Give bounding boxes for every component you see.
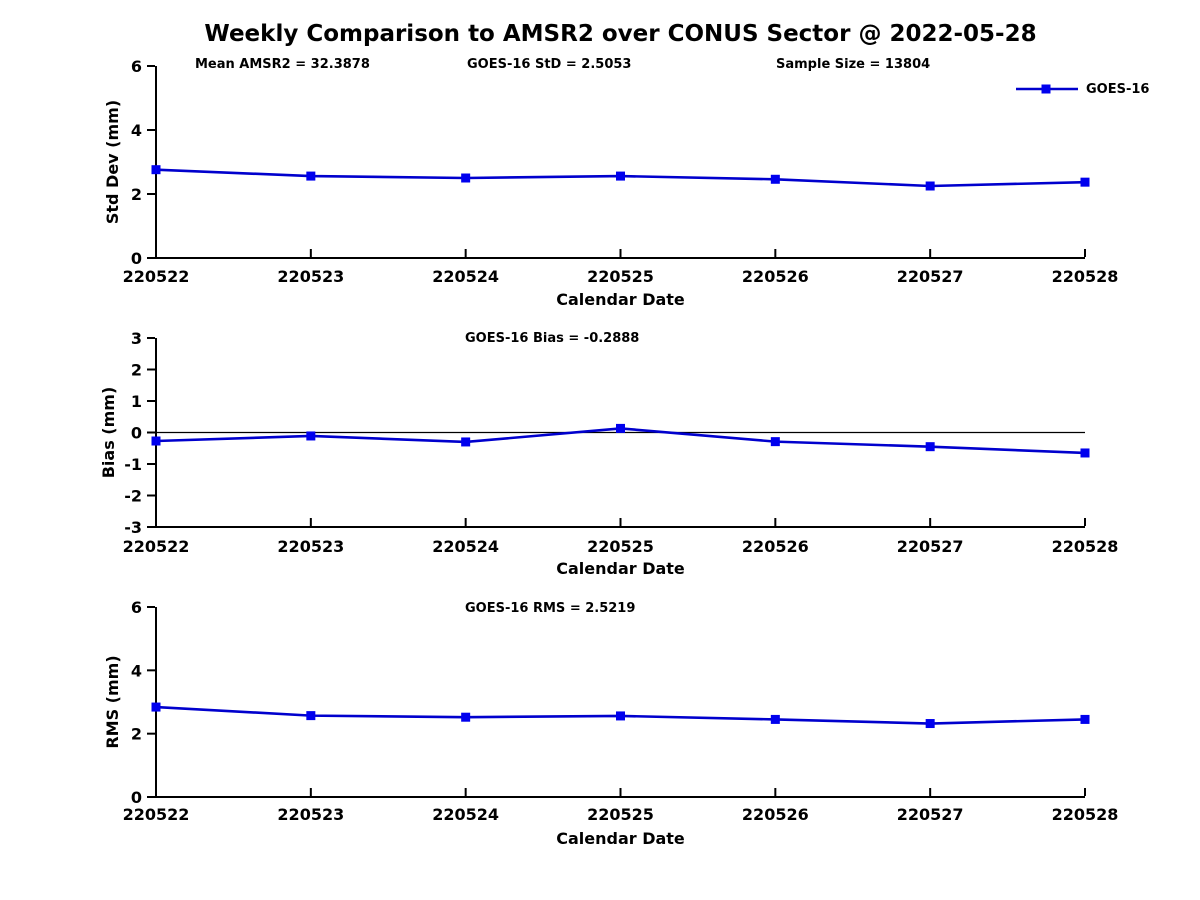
y-tick-label: 4 [131, 121, 142, 140]
rms-chart: 0 2 4 6 220522 220523 220524 220525 220526 220527… [103, 598, 1119, 848]
y-axis-label: Std Dev (mm) [103, 100, 122, 224]
data-point-marker [770, 174, 780, 184]
x-tick-label: 220527 [897, 537, 964, 556]
x-tick-label: 220526 [742, 537, 809, 556]
x-tick-label: 220527 [897, 805, 964, 824]
y-tick-label: 2 [131, 361, 142, 380]
data-point-marker [925, 442, 935, 452]
chart-title: GOES-16 Bias = -0.2888 [465, 331, 639, 346]
y-tick-label: 6 [131, 598, 142, 617]
data-point-marker [151, 436, 161, 446]
x-tick-label: 220528 [1052, 267, 1119, 286]
data-point-marker [306, 711, 316, 721]
stat-goes16-std: GOES-16 StD = 2.5053 [467, 57, 632, 72]
data-point-marker [616, 711, 625, 721]
data-point-marker [151, 702, 161, 712]
data-point-marker [151, 165, 161, 175]
y-tick-label: 2 [131, 725, 142, 744]
stat-mean-amsr2: Mean AMSR2 = 32.3878 [195, 57, 370, 72]
y-tick-label: 6 [131, 57, 142, 76]
data-point-marker [770, 437, 780, 447]
x-tick-label: 220526 [742, 805, 809, 824]
legend-line-marker-icon [1016, 84, 1078, 94]
x-tick-label: 220525 [587, 805, 654, 824]
x-tick-label: 220522 [123, 537, 190, 556]
data-point-marker [1080, 448, 1090, 458]
x-tick-label: 220523 [277, 267, 344, 286]
y-tick-label: 0 [131, 788, 142, 807]
axes-spines [155, 66, 1085, 259]
y-tick-label: -2 [124, 487, 142, 506]
y-tick-label: 0 [131, 424, 142, 443]
y-tick-label: 3 [131, 329, 142, 348]
data-point-marker [925, 719, 935, 729]
x-axis-label: Calendar Date [556, 829, 685, 848]
x-tick-label: 220527 [897, 267, 964, 286]
x-axis-label: Calendar Date [556, 559, 685, 578]
data-point-marker [770, 714, 780, 724]
y-axis-label: Bias (mm) [99, 387, 118, 479]
x-tick-label: 220528 [1052, 537, 1119, 556]
chart-title: GOES-16 RMS = 2.5219 [465, 601, 635, 616]
stat-sample-size: Sample Size = 13804 [776, 57, 931, 72]
std-dev-chart: 0 2 4 6 220522 220523 220524 220525 220526 220527… [103, 57, 1119, 309]
data-point-marker [925, 181, 935, 191]
x-tick-label: 220526 [742, 267, 809, 286]
axes-spines [155, 338, 1085, 528]
x-tick-label: 220528 [1052, 805, 1119, 824]
legend-label: GOES-16 [1086, 81, 1150, 97]
data-point-marker [616, 171, 625, 181]
legend-marker [1041, 84, 1051, 94]
x-axis-label: Calendar Date [556, 290, 685, 309]
data-point-marker [1080, 714, 1090, 724]
legend: GOES-16 [1016, 80, 1149, 98]
x-tick-label: 220523 [277, 805, 344, 824]
data-point-marker [1080, 177, 1090, 187]
y-tick-label: 1 [131, 392, 142, 411]
axes-spines [155, 607, 1085, 798]
data-point-marker [616, 423, 625, 433]
y-tick-label: -1 [124, 455, 142, 474]
y-tick-label: 0 [131, 249, 142, 268]
x-tick-label: 220524 [432, 267, 499, 286]
y-tick-label: 2 [131, 185, 142, 204]
data-point-marker [461, 712, 471, 722]
x-tick-label: 220525 [587, 267, 654, 286]
y-tick-label: -3 [124, 518, 142, 537]
y-tick-label: 4 [131, 661, 142, 680]
x-tick-label: 220525 [587, 537, 654, 556]
data-point-marker [461, 173, 471, 183]
data-point-marker [306, 431, 316, 441]
data-point-marker [461, 437, 471, 447]
x-tick-label: 220524 [432, 805, 499, 824]
x-tick-label: 220524 [432, 537, 499, 556]
x-tick-label: 220523 [277, 537, 344, 556]
figure-title: Weekly Comparison to AMSR2 over CONUS Se… [204, 21, 1037, 47]
x-tick-label: 220522 [123, 805, 190, 824]
x-tick-label: 220522 [123, 267, 190, 286]
data-point-marker [306, 171, 316, 181]
y-axis-label: RMS (mm) [103, 655, 122, 748]
